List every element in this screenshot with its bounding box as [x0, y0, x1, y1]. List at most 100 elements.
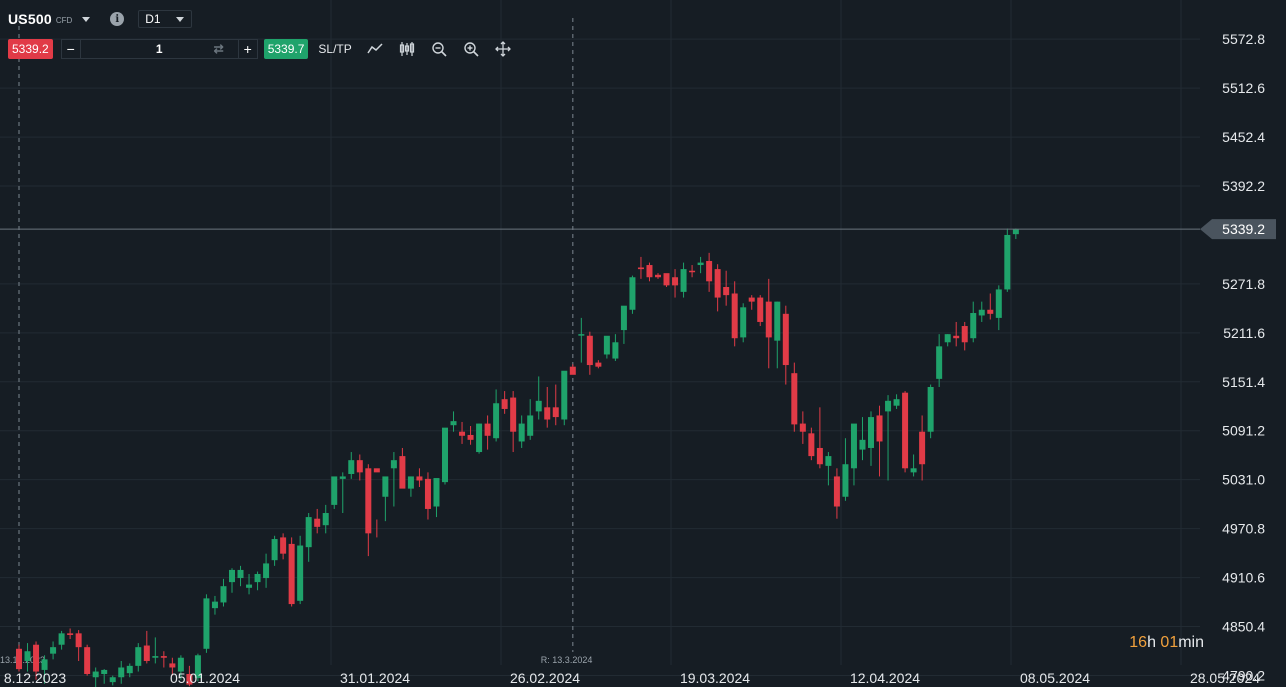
candle: [672, 269, 679, 298]
candle-body: [876, 415, 883, 442]
candle: [723, 270, 730, 306]
candle: [961, 321, 968, 351]
timeframe-value: D1: [145, 12, 161, 26]
current-price-tag: [1200, 219, 1276, 240]
candle: [152, 637, 159, 664]
candle-body: [220, 586, 227, 603]
price-tick-label: 5211.6: [1223, 325, 1265, 341]
current-price-line: 5339.2: [0, 219, 1276, 240]
candle-body: [109, 677, 116, 683]
candle-body: [518, 423, 525, 442]
quantity-input[interactable]: 1 ⇄: [81, 42, 238, 56]
candle: [612, 334, 619, 361]
candle: [126, 663, 133, 678]
candle: [833, 468, 840, 519]
zoom-in-icon[interactable]: [462, 40, 480, 58]
candle: [825, 452, 832, 486]
candle: [24, 643, 31, 672]
timer-hours: 16: [1129, 634, 1148, 651]
candle-body: [194, 655, 201, 679]
swap-icon[interactable]: ⇄: [213, 42, 224, 56]
candle-body: [663, 273, 670, 286]
candle-body: [348, 460, 355, 474]
candlestick-icon[interactable]: [398, 40, 416, 58]
candle-body: [84, 647, 91, 674]
candle-body: [297, 545, 304, 601]
price-tick-label: 4970.8: [1222, 521, 1265, 537]
candle-body: [16, 648, 22, 670]
candle: [459, 421, 466, 444]
candle: [297, 535, 304, 605]
candle: [75, 630, 82, 661]
candle: [348, 452, 355, 479]
candle: [58, 630, 65, 650]
candle: [808, 427, 815, 461]
candle: [970, 301, 977, 343]
candle-body: [902, 392, 909, 469]
quantity-stepper[interactable]: − 1 ⇄ +: [60, 39, 258, 59]
candle-body: [322, 513, 329, 526]
candle: [893, 394, 900, 409]
candle: [706, 252, 713, 292]
candle-body: [723, 286, 730, 296]
candle-body: [203, 598, 210, 649]
candle: [663, 273, 670, 287]
candle-body: [1012, 229, 1019, 235]
sltp-button[interactable]: SL/TP: [318, 42, 352, 56]
candle: [67, 628, 74, 640]
candle-body: [126, 665, 133, 674]
candle: [143, 630, 150, 664]
candle-body: [765, 301, 772, 338]
candle: [535, 376, 542, 420]
candle-body: [152, 656, 159, 658]
candle: [339, 472, 346, 514]
candle-body: [859, 439, 866, 450]
increase-quantity-button[interactable]: +: [237, 40, 257, 58]
candle-body: [118, 667, 125, 678]
symbol-label[interactable]: US500: [8, 11, 52, 27]
candle: [859, 417, 866, 461]
candle: [450, 411, 457, 432]
symbol-dropdown-icon[interactable]: [82, 16, 91, 22]
candle: [382, 476, 389, 522]
candle: [50, 641, 57, 660]
candle: [305, 513, 312, 562]
quantity-value: 1: [155, 42, 163, 56]
price-tick-label: 5151.4: [1222, 374, 1265, 390]
timeframe-select[interactable]: D1: [138, 10, 193, 28]
decrease-quantity-button[interactable]: −: [62, 40, 81, 58]
candle-body: [331, 476, 338, 505]
move-icon[interactable]: [494, 40, 512, 58]
candle-body: [680, 269, 687, 292]
candle-body: [808, 433, 815, 457]
candle: [902, 391, 909, 473]
candle-body: [544, 407, 551, 420]
candle-body: [339, 476, 346, 479]
sell-button[interactable]: 5339.2: [8, 39, 53, 59]
candle: [578, 317, 585, 363]
zoom-out-icon[interactable]: [430, 40, 448, 58]
candle: [16, 644, 22, 672]
candle-body: [672, 277, 679, 286]
candle-body: [356, 460, 363, 473]
candle: [331, 476, 338, 509]
price-tick-label: 5572.8: [1222, 31, 1265, 47]
candle: [92, 667, 99, 687]
candle: [169, 657, 176, 676]
date-tick-label: 28.05.2024: [1190, 670, 1260, 686]
candle-body: [816, 447, 823, 465]
candle-body: [467, 434, 474, 440]
candle: [407, 476, 414, 497]
candle-body: [868, 417, 874, 448]
line-chart-icon[interactable]: [366, 40, 384, 58]
candle-body: [177, 657, 184, 672]
candle-body: [748, 297, 755, 302]
info-icon[interactable]: i: [110, 12, 125, 26]
candle: [987, 293, 994, 320]
candle-body: [382, 476, 389, 497]
buy-button[interactable]: 5339.7: [263, 39, 309, 59]
candle-body: [919, 431, 926, 465]
candle-body: [833, 476, 840, 507]
candle: [689, 265, 696, 278]
